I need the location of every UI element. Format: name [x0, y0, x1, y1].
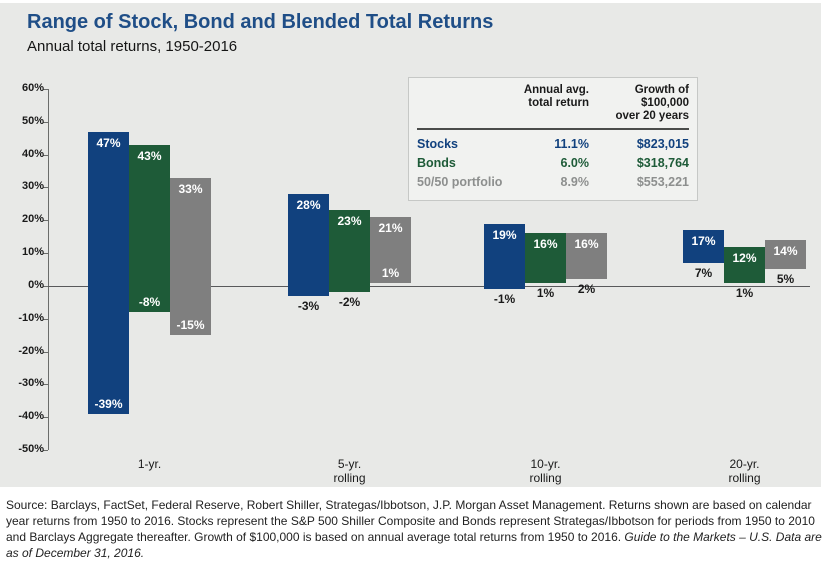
y-axis-tick: [43, 285, 48, 287]
bar-bonds-1-yr: 43% -8%: [129, 144, 170, 313]
bar-stocks-5-yr-rolling: 28% -3%: [288, 194, 329, 313]
y-axis-tick-label: 50%: [21, 114, 44, 127]
row-growth: $823,015: [636, 137, 689, 151]
bar-stocks-20-yr-rolling: 17% 7%: [683, 230, 724, 280]
bar-min-label: -2%: [338, 295, 361, 310]
row-annual-return: 11.1%: [554, 137, 589, 151]
table-row-stocks: Stocks 11.1% $823,015: [417, 135, 689, 154]
bar-50-50-portfolio-10-yr-rolling: 16% 2%: [566, 233, 607, 296]
y-axis-tick: [43, 450, 48, 451]
row-annual-return: 6.0%: [560, 156, 590, 170]
row-growth: $318,764: [636, 156, 689, 170]
y-axis-tick: [43, 253, 48, 255]
y-axis-tick: [43, 351, 48, 353]
y-axis-tick: [43, 121, 48, 123]
x-axis-label-1-yr: 1-yr.: [137, 457, 162, 471]
y-axis-tick-label: -50%: [18, 443, 44, 455]
bar-max-label: 17%: [691, 234, 716, 249]
header-line: total return: [528, 97, 589, 109]
header-line: Annual avg.: [523, 84, 589, 96]
range-bar-chart: 60% 50% 40% 30% 20% 10% 0% -10% -20% -30% -40% -50%…: [18, 82, 810, 485]
bar-min-label: 2%: [577, 282, 596, 297]
source-note: Source: Barclays, FactSet, Federal Reser…: [6, 497, 830, 561]
y-axis-tick-label: 20%: [21, 213, 44, 226]
row-label: 50/50 portfolio: [417, 175, 503, 189]
y-axis-tick-label: 10%: [21, 246, 44, 259]
row-annual-return: 8.9%: [560, 175, 590, 189]
bar-bonds-20-yr-rolling: 12% 1%: [724, 246, 765, 300]
bar-max-label: 47%: [96, 135, 121, 150]
y-axis-tick: [43, 154, 48, 156]
header-line: Growth of $100,000: [634, 84, 689, 109]
bar-min-label: 1%: [735, 285, 754, 300]
y-axis-tick: [43, 187, 48, 189]
y-axis-tick: [43, 384, 48, 386]
header-line: over 20 years: [615, 110, 689, 122]
summary-table-header: Annual avg. total return Growth of $100,…: [417, 84, 689, 128]
bar-min-label: 5%: [776, 272, 795, 287]
y-axis-line: [48, 89, 49, 450]
y-axis-tick-label: 30%: [21, 180, 44, 193]
zero-baseline: [48, 285, 810, 287]
table-row-5050-portfolio: 50/50 portfolio 8.9% $553,221: [417, 173, 689, 192]
bar-max-label: 12%: [732, 250, 757, 265]
bar-max-label: 23%: [337, 214, 362, 229]
y-axis-tick-label: -30%: [18, 377, 44, 390]
row-growth: $553,221: [636, 175, 689, 189]
page-title: Range of Stock, Bond and Blended Total R…: [27, 11, 494, 33]
y-axis-tick: [43, 417, 48, 419]
bar-min-label: -8%: [138, 295, 161, 310]
bar-50-50-portfolio-5-yr-rolling: 21% 1%: [370, 216, 411, 283]
header-spacer: [417, 84, 521, 123]
y-axis-tick: [43, 318, 48, 320]
table-header-separator: [417, 128, 689, 130]
y-axis-tick-label: 0%: [28, 278, 44, 291]
bar-50-50-portfolio-20-yr-rolling: 14% 5%: [765, 239, 806, 286]
header-annual-return: Annual avg. total return: [521, 84, 589, 123]
y-axis-tick-label: 40%: [21, 147, 44, 160]
bar-max-label: 43%: [137, 148, 162, 163]
y-axis-tick: [43, 89, 48, 90]
bar-stocks-10-yr-rolling: 19% -1%: [484, 223, 525, 306]
y-axis-tick: [43, 220, 48, 222]
bar-min-label: -3%: [297, 298, 320, 313]
bar-min-label: 1%: [536, 285, 555, 300]
x-axis-label-20-yr-rolling: 20-yr. rolling: [728, 457, 761, 485]
row-label: Bonds: [417, 156, 456, 170]
y-axis-tick-label: -20%: [18, 344, 44, 357]
summary-table: Annual avg. total return Growth of $100,…: [408, 77, 698, 201]
bar-max-label: 28%: [296, 198, 321, 213]
bar-max-label: 14%: [773, 243, 798, 258]
bar-min-label: 7%: [694, 265, 713, 280]
bar-max-label: 21%: [378, 220, 403, 235]
bar-min-label: -39%: [94, 396, 123, 411]
bar-50-50-portfolio-1-yr: 33% -15%: [170, 177, 211, 336]
y-axis-tick-label: -10%: [18, 311, 44, 324]
bar-max-label: 19%: [492, 227, 517, 242]
y-axis-tick-label: 60%: [21, 82, 44, 94]
bar-max-label: 33%: [178, 181, 203, 196]
bar-min-label: -15%: [176, 318, 205, 333]
source-text-italic: Guide to the Markets – U.S. Data are as …: [6, 530, 822, 560]
chart-panel: Range of Stock, Bond and Blended Total R…: [0, 3, 821, 487]
table-row-bonds: Bonds 6.0% $318,764: [417, 154, 689, 173]
source-text: Source: Barclays, FactSet, Federal Reser…: [6, 498, 815, 544]
bar-min-label: -1%: [493, 292, 516, 307]
x-axis-label-10-yr-rolling: 10-yr. rolling: [529, 457, 562, 485]
bar-max-label: 16%: [533, 237, 558, 252]
x-axis-label-5-yr-rolling: 5-yr. rolling: [333, 457, 366, 485]
bar-stocks-1-yr: 47% -39%: [88, 131, 129, 414]
header-growth: Growth of $100,000 over 20 years: [589, 84, 689, 123]
bar-min-label: 1%: [381, 265, 400, 280]
row-label: Stocks: [417, 137, 458, 151]
bar-max-label: 16%: [574, 237, 599, 252]
y-axis-tick-label: -40%: [18, 410, 44, 423]
page-subtitle: Annual total returns, 1950-2016: [27, 38, 238, 55]
bar-bonds-10-yr-rolling: 16% 1%: [525, 233, 566, 300]
bar-bonds-5-yr-rolling: 23% -2%: [329, 210, 370, 309]
